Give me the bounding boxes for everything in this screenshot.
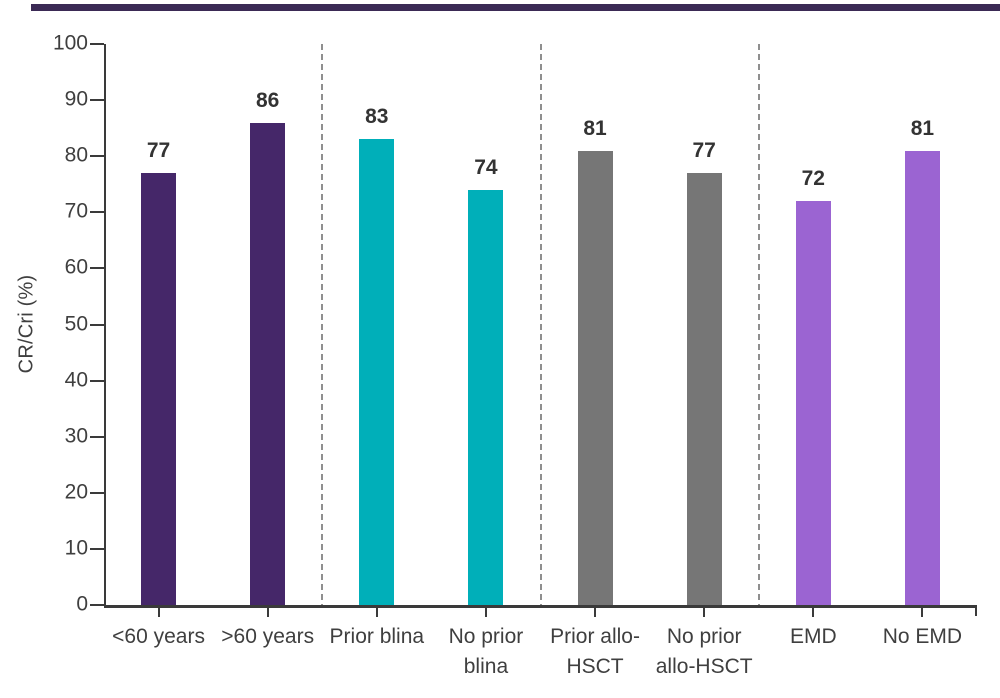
y-axis-tick xyxy=(90,155,104,158)
x-axis-category-label: No EMD xyxy=(882,625,963,648)
y-axis-tick-label: 60 xyxy=(64,255,88,279)
y-axis-tick-label: 100 xyxy=(52,31,88,55)
bar xyxy=(359,139,395,605)
y-axis-tick xyxy=(90,604,104,606)
x-axis-category-label: Prior blina xyxy=(329,625,425,648)
y-axis-tick-label: 30 xyxy=(64,424,88,448)
bar-value-label: 86 xyxy=(256,88,280,112)
y-axis-tick-label: 10 xyxy=(64,536,88,560)
y-axis-tick-label: 90 xyxy=(64,87,88,111)
y-axis-line xyxy=(104,44,106,605)
bar-value-label: 83 xyxy=(365,105,389,129)
x-axis-line xyxy=(104,605,977,608)
x-axis-end-tick xyxy=(975,607,977,616)
bar-value-label: 74 xyxy=(474,155,498,179)
y-axis-tick-label: 50 xyxy=(64,312,88,336)
bar xyxy=(904,150,940,605)
y-axis-tick xyxy=(90,435,104,438)
y-axis-tick xyxy=(90,491,104,494)
bar-value-label: 77 xyxy=(692,139,716,163)
x-axis-tick xyxy=(266,608,269,617)
bar-value-label: 81 xyxy=(910,116,935,140)
y-axis-tick-label: 80 xyxy=(64,143,88,167)
x-axis-tick xyxy=(921,608,924,617)
y-axis-tick xyxy=(90,323,104,326)
group-separator-line xyxy=(539,44,542,605)
top-accent-bar xyxy=(31,4,1000,11)
x-axis-tick xyxy=(594,608,597,617)
y-axis-tick xyxy=(90,267,104,270)
x-axis-category-label: EMD xyxy=(789,625,837,648)
bar xyxy=(795,201,831,605)
group-separator-line xyxy=(321,44,324,605)
bar-value-label: 81 xyxy=(583,116,607,140)
y-axis-tick-label: 70 xyxy=(64,199,88,223)
y-axis-tick-label: 40 xyxy=(64,368,88,392)
x-axis-tick xyxy=(703,608,706,617)
bar xyxy=(577,150,613,605)
bar-value-label: 72 xyxy=(801,167,825,191)
bar xyxy=(686,173,722,605)
y-axis-tick-label: 20 xyxy=(64,480,88,504)
y-axis-tick xyxy=(90,379,104,382)
x-axis-category-label: No prior blina xyxy=(448,625,524,678)
x-axis-category-label: No prior allo-HSCT xyxy=(655,625,753,678)
x-axis-category-label: >60 years xyxy=(221,625,315,648)
bar xyxy=(250,122,286,605)
x-axis-category-label: <60 years xyxy=(112,625,205,648)
bar-value-label: 77 xyxy=(146,139,171,163)
y-axis-tick xyxy=(90,43,104,45)
x-axis-category-label: Prior allo- HSCT xyxy=(550,625,640,678)
bar xyxy=(141,173,177,605)
y-axis-tick xyxy=(90,211,104,214)
group-separator-line xyxy=(757,44,760,605)
x-axis-tick xyxy=(157,608,160,617)
bar xyxy=(468,189,504,605)
y-axis-tick xyxy=(90,99,104,102)
x-axis-tick xyxy=(375,608,378,617)
x-axis-tick xyxy=(484,608,487,617)
y-axis-tick-label: 0 xyxy=(76,592,88,616)
x-axis-tick xyxy=(812,608,815,617)
y-axis-tick xyxy=(90,547,104,550)
